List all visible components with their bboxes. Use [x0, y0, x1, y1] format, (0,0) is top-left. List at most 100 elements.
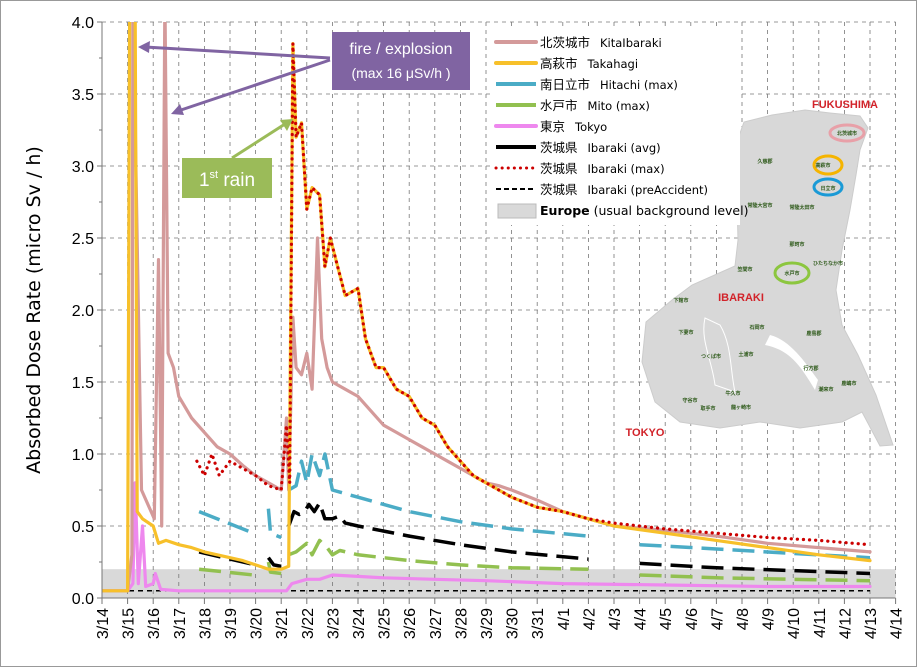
first-rain-annotation: 1st rain	[182, 119, 293, 198]
map-city-label: 北茨城市	[837, 130, 857, 137]
series-line-hitachi-max	[287, 452, 589, 538]
map-city-label: 下妻市	[678, 329, 693, 336]
map-city-label: 常陸大宮市	[747, 202, 772, 209]
x-tick-label: 3/28	[453, 608, 470, 639]
legend-en-name: Ibaraki (preAccident)	[588, 183, 709, 197]
x-tick-label: 3/25	[377, 608, 394, 639]
legend-en-name: Takahagi	[587, 57, 639, 71]
x-tick-label: 3/27	[428, 608, 445, 639]
x-tick-label: 3/23	[325, 608, 342, 639]
x-tick-label: 4/6	[684, 608, 701, 630]
rain-sup: st	[210, 169, 219, 181]
map-city-label: 鹿島郡	[806, 330, 821, 337]
arrow	[177, 58, 331, 113]
legend-entry: 茨城県 Ibaraki (avg)	[540, 140, 661, 155]
europe-band	[102, 569, 896, 598]
map-city-label: つくば市	[701, 353, 721, 360]
x-tick-label: 3/30	[505, 608, 522, 639]
legend-entry: 高萩市 Takahagi	[540, 56, 638, 71]
x-tick-label: 3/15	[121, 608, 138, 639]
x-tick-label: 3/26	[402, 608, 419, 639]
y-tick-label: 3.0	[72, 159, 94, 176]
legend-en-name: Mito (max)	[588, 99, 650, 113]
y-tick-label: 1.5	[72, 375, 94, 392]
x-tick-label: 4/13	[863, 608, 880, 639]
hitachi-highlight	[812, 177, 844, 197]
map-city-label: 日立市	[820, 185, 835, 192]
map-border	[703, 317, 736, 393]
arrow	[144, 45, 331, 60]
arrow	[231, 122, 286, 160]
map-city-label: 石岡市	[748, 324, 764, 331]
series-line-ibaraki-avg	[287, 501, 589, 561]
x-tick-label: 4/11	[812, 608, 829, 638]
rain-rest: rain	[218, 170, 255, 191]
map-city-label: 牛久市	[725, 390, 740, 397]
y-tick-label: 4.0	[72, 15, 94, 32]
legend-entry: 北茨城市 KitaIbaraki	[540, 35, 662, 50]
legend-jp-name: 茨城県	[540, 161, 578, 176]
series-line-takahagi	[102, 22, 872, 593]
series-line-hitachi-max	[198, 509, 255, 535]
fire-annotation-box	[332, 32, 470, 90]
map-city-label: ひたちなか市	[813, 260, 843, 267]
x-tick-label: 4/14	[889, 608, 906, 639]
map-city-label: 守谷市	[682, 397, 697, 404]
legend-europe-rest: (usual background level)	[590, 203, 749, 218]
series-line-mito-max	[288, 538, 589, 571]
legend-jp-name: 高萩市	[540, 56, 578, 71]
map-city-label: 龍ヶ崎市	[731, 404, 751, 411]
x-tick-label: 4/2	[581, 608, 598, 630]
x-tick-label: 4/4	[633, 608, 650, 630]
legend-jp-name: 東京	[540, 119, 565, 134]
legend-entry: 南日立市 Hitachi (max)	[540, 77, 678, 92]
series-line-mito-max	[198, 567, 254, 577]
map-city-label: 行方郡	[802, 365, 818, 372]
map-region-ibaraki: IBARAKI	[718, 292, 764, 304]
map-city-label: 水戸市	[783, 270, 799, 277]
map-city-label: 笠間市	[736, 266, 752, 273]
series-line-ibaraki-avg	[639, 561, 871, 576]
legend-swatch-europe	[497, 203, 537, 219]
rain-base: 1	[199, 170, 210, 191]
map-city-label: 鹿嶋市	[841, 380, 856, 387]
x-tick-label: 3/19	[223, 608, 240, 639]
y-tick-label: 0.0	[72, 591, 94, 608]
takahagi-highlight	[812, 154, 844, 176]
x-tick-label: 4/3	[607, 608, 624, 630]
lake-kasumigaura	[765, 335, 818, 390]
kitaibaraki-highlight	[828, 123, 866, 143]
legend-jp-name: 茨城県	[540, 182, 578, 197]
y-tick-label: 2.0	[72, 303, 94, 320]
rain-annotation-box	[182, 158, 272, 198]
legend-en-name: Hitachi (max)	[600, 78, 678, 92]
legend-jp-name: 茨城県	[540, 140, 578, 155]
y-tick-label: 3.5	[72, 87, 94, 104]
x-tick-label: 3/16	[146, 608, 163, 639]
legend: 北茨城市 KitaIbaraki 高萩市 Takahagi 南日立市 Hitachi (m…	[490, 30, 748, 225]
series-line-kitaibaraki	[102, 22, 872, 593]
map-city-label: 取手市	[700, 405, 715, 412]
map-city-label: 常陸太田市	[789, 204, 814, 211]
europe-background-band	[102, 569, 896, 598]
legend-jp-name: 南日立市	[540, 77, 590, 92]
x-tick-label: 4/12	[837, 608, 854, 639]
legend-en-name: Ibaraki (avg)	[588, 141, 661, 155]
arrowhead	[171, 104, 184, 115]
axes: 0.0 0.5 1.0 1.5 2.0 2.5 3.0 3.5 4.0 3/14 3/15 3/16 3…	[72, 15, 906, 639]
y-tick-label: 0.5	[72, 519, 94, 536]
x-tick-label: 3/20	[249, 608, 266, 639]
map-city-label: 土浦市	[738, 351, 753, 358]
series-line-ibaraki-avg	[266, 556, 282, 569]
series-line-tokyo	[102, 481, 872, 593]
x-tick-label: 3/17	[172, 608, 189, 639]
rain-annotation-text: 1st rain	[199, 169, 255, 191]
x-tick-label: 3/31	[530, 608, 547, 639]
x-tick-label: 4/8	[735, 608, 752, 630]
y-tick-label: 2.5	[72, 231, 94, 248]
mito-highlight	[773, 261, 811, 285]
fire-explosion-annotation: fire / explosion (max 16 μSv/h )	[138, 32, 470, 115]
legend-entry: 茨城県 Ibaraki (preAccident)	[540, 182, 708, 197]
legend-entry: 東京 Tokyo	[540, 119, 607, 134]
x-tick-label: 3/22	[300, 608, 317, 639]
